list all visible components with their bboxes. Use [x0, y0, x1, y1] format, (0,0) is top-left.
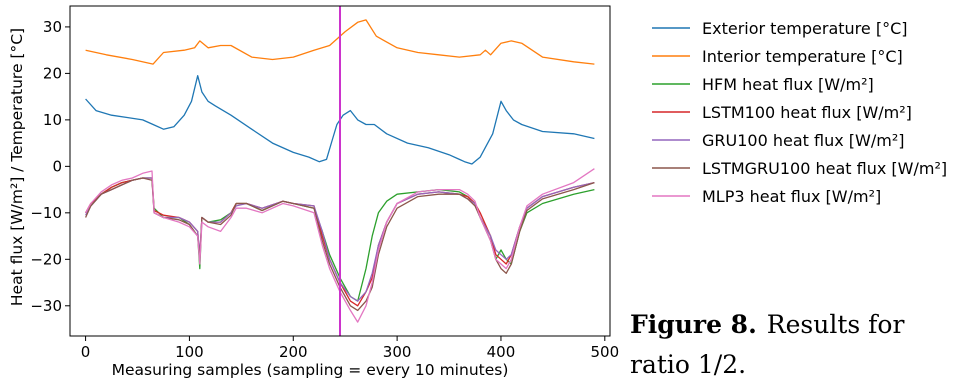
x-tick-label: 0: [81, 343, 91, 361]
caption-text-line2: ratio 1/2.: [630, 350, 747, 379]
y-tick-label: 10: [43, 111, 62, 129]
y-tick-label: 20: [43, 64, 62, 82]
legend-label-4: GRU100 heat flux [W/m²]: [702, 131, 904, 150]
y-tick-label: −30: [30, 297, 62, 315]
series-line-0: [85, 75, 595, 165]
series-line-6: [85, 168, 595, 323]
legend-label-5: LSTMGRU100 heat flux [W/m²]: [702, 159, 947, 178]
plot-lines: [85, 19, 595, 323]
x-tick-label: 100: [175, 343, 204, 361]
series-line-1: [85, 19, 595, 65]
x-axis-label: Measuring samples (sampling = every 10 m…: [112, 361, 509, 379]
legend-label-1: Interior temperature [°C]: [702, 47, 903, 66]
legend-label-2: HFM heat flux [W/m²]: [702, 75, 874, 94]
y-tick-label: 30: [43, 18, 62, 36]
y-tick-label: −20: [30, 250, 62, 268]
legend-label-3: LSTM100 heat flux [W/m²]: [702, 103, 912, 122]
figure-caption: Figure 8. Results for ratio 1/2.: [630, 305, 963, 385]
figure-label: Figure 8.: [630, 310, 757, 339]
y-axis-label: Heat flux [W/m²] / Temperature [°C]: [8, 28, 26, 306]
x-tick-label: 500: [590, 343, 619, 361]
x-axis-ticks: 0 100 200 300 400 500: [81, 336, 619, 361]
x-tick-label: 400: [487, 343, 516, 361]
legend-label-0: Exterior temperature [°C]: [702, 19, 907, 38]
legend: Exterior temperature [°C] Interior temper…: [652, 19, 947, 206]
y-tick-label: −10: [30, 204, 62, 222]
caption-text-line1: Results for: [766, 310, 905, 339]
plot-frame: [69, 5, 611, 337]
y-axis-ticks: −30 −20 −10 0 10 20 30: [30, 18, 70, 315]
legend-label-6: MLP3 heat flux [W/m²]: [702, 187, 881, 206]
x-tick-label: 300: [383, 343, 412, 361]
x-tick-label: 200: [279, 343, 308, 361]
y-tick-label: 0: [52, 157, 62, 175]
